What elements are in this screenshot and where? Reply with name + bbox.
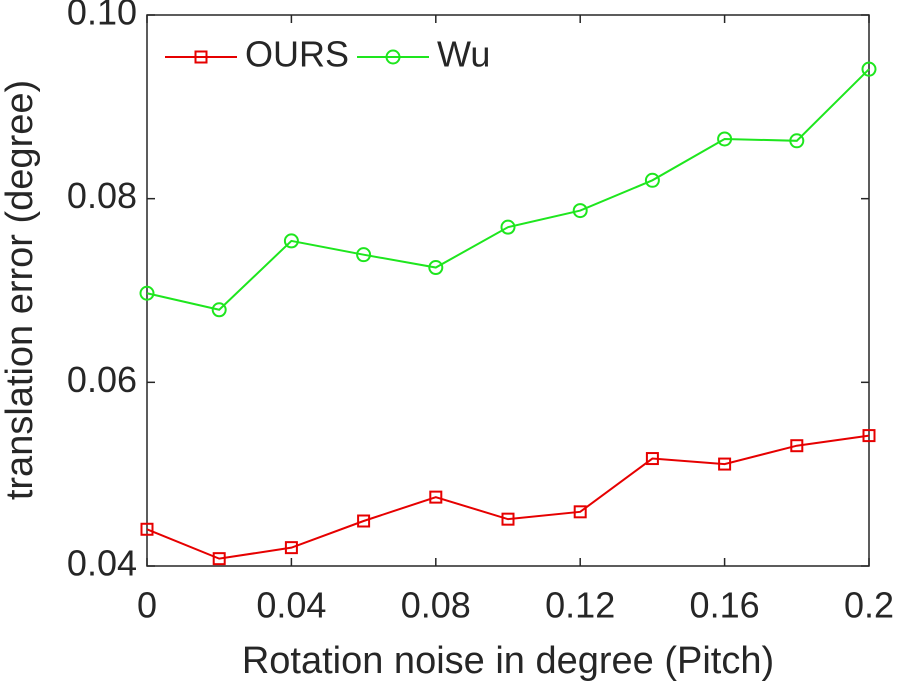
marker [500, 219, 516, 235]
marker [573, 505, 587, 519]
y-tick-label: 0.10 [67, 0, 137, 33]
y-axis-label: translation error (degree) [0, 80, 41, 500]
marker [356, 247, 372, 263]
marker [718, 457, 732, 471]
marker [212, 552, 226, 566]
y-tick-label: 0.08 [67, 175, 137, 216]
x-tick-label: 0.16 [690, 585, 760, 626]
y-tick-label: 0.04 [67, 543, 137, 584]
marker [790, 439, 804, 453]
marker [644, 172, 660, 188]
marker [789, 133, 805, 149]
legend-label: Wu [437, 34, 490, 75]
plot-frame [146, 14, 870, 567]
marker [717, 131, 733, 147]
y-tick-label: 0.06 [67, 359, 137, 400]
marker [283, 233, 299, 249]
x-tick-label: 0.04 [256, 585, 326, 626]
marker [428, 260, 444, 276]
marker [284, 541, 298, 555]
marker [862, 429, 876, 443]
x-tick-label: 0.2 [844, 585, 894, 626]
marker [645, 452, 659, 466]
legend-marker [385, 49, 401, 65]
marker [861, 61, 877, 77]
marker [211, 302, 227, 318]
x-tick-label: 0 [137, 585, 157, 626]
marker [357, 514, 371, 528]
marker [140, 522, 154, 536]
marker [139, 285, 155, 301]
x-tick-label: 0.08 [401, 585, 471, 626]
marker [429, 490, 443, 504]
legend-marker [194, 50, 208, 64]
marker [572, 203, 588, 219]
marker [501, 512, 515, 526]
legend-label: OURS [245, 34, 349, 75]
x-tick-label: 0.12 [545, 585, 615, 626]
series-line [146, 434, 870, 560]
series-line [146, 68, 870, 311]
x-axis-label: Rotation noise in degree (Pitch) [242, 640, 774, 682]
